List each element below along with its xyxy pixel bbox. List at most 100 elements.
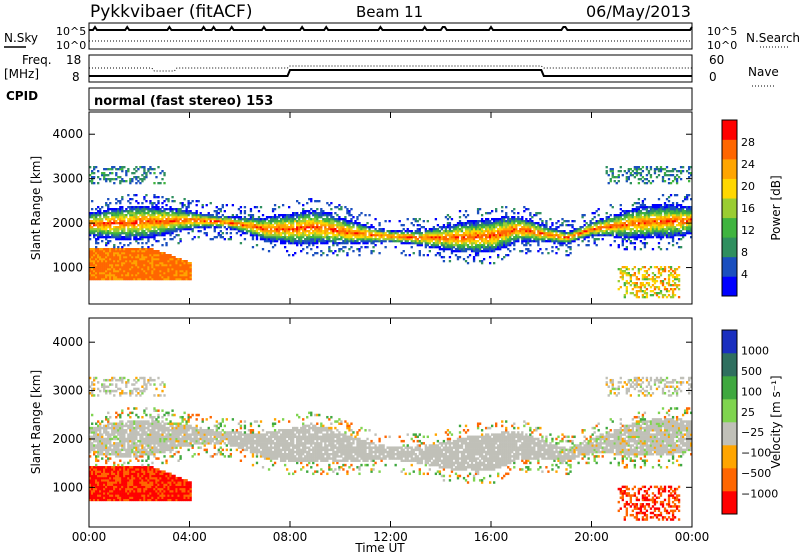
power-cell <box>125 256 128 259</box>
power-cell <box>659 272 663 275</box>
power-cell <box>653 278 657 281</box>
power-cell <box>531 220 534 223</box>
power-cell <box>308 224 311 227</box>
power-cell <box>356 226 359 229</box>
power-cell <box>621 276 624 279</box>
power-cell <box>141 268 144 271</box>
power-cell <box>151 230 154 233</box>
power-cell <box>141 174 144 177</box>
power-cell <box>673 282 677 285</box>
power-cell <box>495 220 498 223</box>
power-cell <box>109 222 112 225</box>
power-cell <box>257 234 261 237</box>
power-cell <box>450 240 454 243</box>
power-cell <box>669 194 673 197</box>
power-cell <box>131 230 134 233</box>
power-cell <box>583 220 586 223</box>
power-cell <box>446 234 450 237</box>
power-cell <box>243 210 247 213</box>
power-cell <box>448 216 452 219</box>
power-cell <box>149 166 152 169</box>
power-cell <box>159 264 162 267</box>
power-cell <box>131 274 134 277</box>
power-cell <box>637 234 641 237</box>
power-cell <box>113 222 116 225</box>
power-cell <box>679 178 683 181</box>
power-cell <box>484 228 488 231</box>
power-cell <box>497 222 500 225</box>
power-cell <box>503 256 506 259</box>
power-cell <box>103 270 106 273</box>
power-cell <box>326 254 329 257</box>
power-cell <box>523 210 526 213</box>
power-cell <box>139 206 142 209</box>
power-cell <box>275 232 279 235</box>
power-cell <box>665 228 669 231</box>
power-cell <box>462 224 466 227</box>
power-cell <box>161 226 164 229</box>
power-cell <box>153 254 156 257</box>
power-cell <box>557 226 560 229</box>
power-cell <box>294 240 297 243</box>
power-cell <box>95 218 98 221</box>
power-cell <box>177 270 180 273</box>
power-cell <box>517 218 520 221</box>
power-cell <box>139 220 142 223</box>
power-cell <box>338 250 341 253</box>
power-cell <box>364 246 367 249</box>
power-cell <box>302 210 305 213</box>
power-cell <box>531 232 534 235</box>
power-cell <box>380 236 383 239</box>
power-cell <box>149 200 152 203</box>
power-cell <box>659 216 663 219</box>
power-cell <box>575 232 578 235</box>
power-cell <box>641 176 645 179</box>
power-cell <box>111 222 114 225</box>
power-cell <box>123 210 126 213</box>
power-cell <box>137 270 140 273</box>
power-cell <box>555 228 558 231</box>
power-cell <box>621 266 624 269</box>
power-cell <box>147 212 150 215</box>
power-cell <box>593 232 596 235</box>
power-cell <box>480 226 484 229</box>
power-cell <box>93 236 96 239</box>
power-cell <box>109 218 112 221</box>
power-cell <box>466 236 470 239</box>
power-cell <box>316 236 319 239</box>
power-cell <box>183 274 186 277</box>
power-cell <box>497 246 500 249</box>
power-cell <box>145 236 148 239</box>
power-cell <box>551 240 554 243</box>
power-cell <box>607 174 610 177</box>
power-cell <box>294 228 297 231</box>
power-cell <box>511 210 514 213</box>
power-cell <box>225 220 228 223</box>
power-cell <box>484 230 488 233</box>
power-cell <box>653 168 657 171</box>
power-cell <box>261 226 265 229</box>
power-cell <box>97 238 100 241</box>
power-cell <box>127 262 130 265</box>
power-cell <box>302 208 305 211</box>
power-cell <box>155 232 158 235</box>
cpid-label: CPID <box>6 89 38 103</box>
power-cell <box>436 244 440 247</box>
power-cell <box>346 220 349 223</box>
power-cell <box>141 236 144 239</box>
power-cell <box>577 230 580 233</box>
power-cell <box>135 200 138 203</box>
power-cell <box>211 224 214 227</box>
power-cell <box>356 218 359 221</box>
power-cell <box>159 232 162 235</box>
power-cell <box>641 204 645 207</box>
power-cell <box>428 228 431 231</box>
power-cell <box>649 182 653 185</box>
power-cell <box>215 224 218 227</box>
power-cell <box>661 232 665 235</box>
power-cell <box>609 224 612 227</box>
power-cell <box>344 234 347 237</box>
power-cell <box>655 216 659 219</box>
power-cell <box>269 216 273 219</box>
power-cell <box>655 228 659 231</box>
